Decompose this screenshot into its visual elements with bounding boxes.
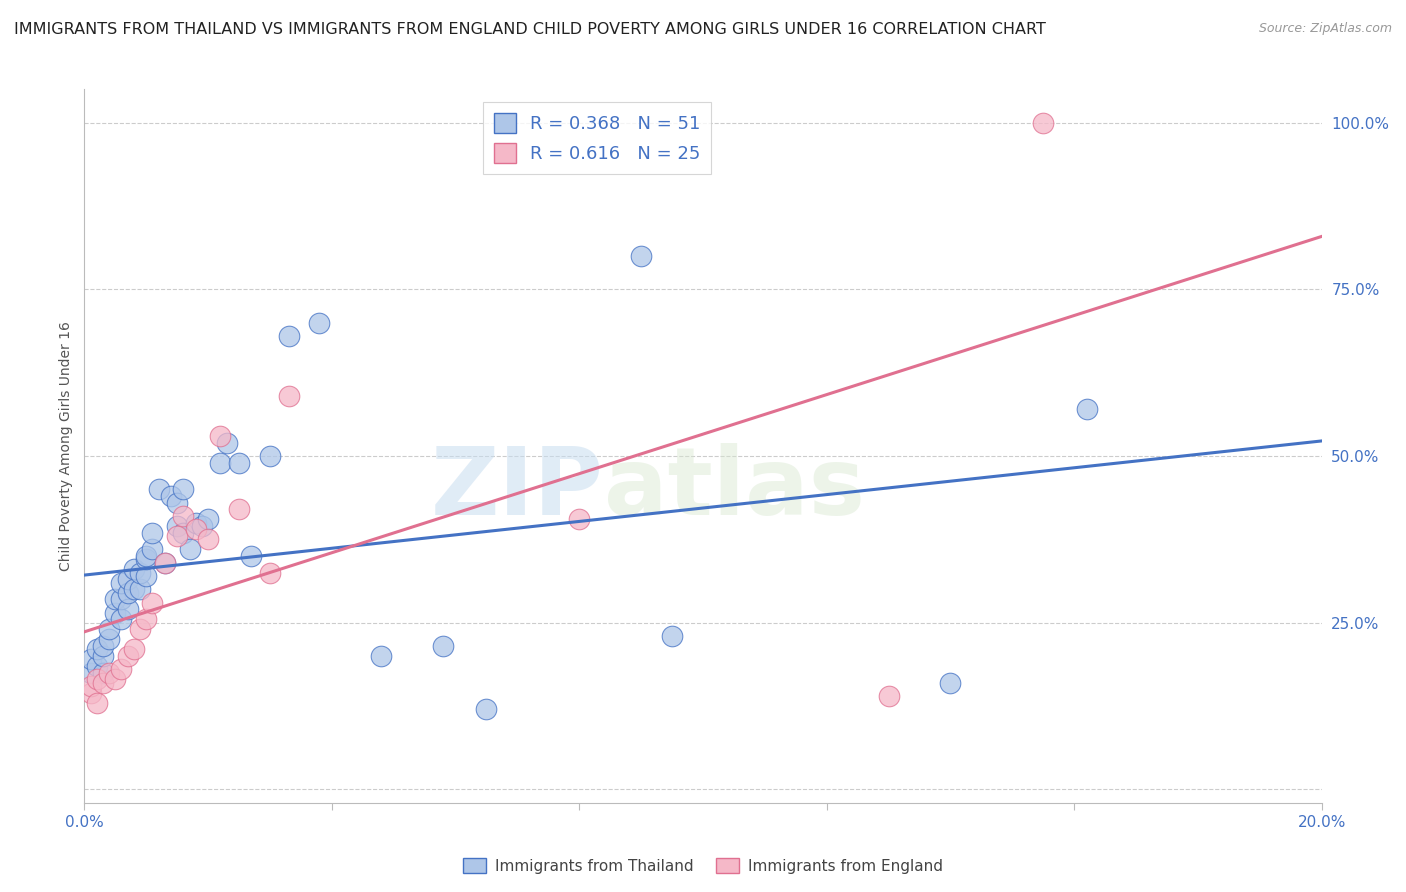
- Point: [135, 612, 157, 626]
- Point: [79, 679, 101, 693]
- Point: [110, 612, 132, 626]
- Point: [215, 435, 238, 450]
- Point: [166, 496, 188, 510]
- Point: [141, 542, 163, 557]
- Point: [308, 316, 330, 330]
- Point: [117, 649, 139, 664]
- Point: [197, 512, 219, 526]
- Point: [277, 389, 299, 403]
- Text: IMMIGRANTS FROM THAILAND VS IMMIGRANTS FROM ENGLAND CHILD POVERTY AMONG GIRLS UN: IMMIGRANTS FROM THAILAND VS IMMIGRANTS F…: [14, 22, 1046, 37]
- Point: [197, 533, 219, 547]
- Point: [122, 562, 145, 576]
- Point: [259, 566, 281, 580]
- Point: [172, 509, 194, 524]
- Point: [104, 606, 127, 620]
- Point: [86, 659, 108, 673]
- Point: [172, 483, 194, 497]
- Point: [166, 529, 188, 543]
- Text: ZIP: ZIP: [432, 442, 605, 535]
- Y-axis label: Child Poverty Among Girls Under 16: Child Poverty Among Girls Under 16: [59, 321, 73, 571]
- Point: [209, 456, 232, 470]
- Point: [877, 689, 900, 703]
- Point: [184, 516, 207, 530]
- Point: [209, 429, 232, 443]
- Point: [117, 602, 139, 616]
- Point: [661, 629, 683, 643]
- Point: [91, 639, 114, 653]
- Point: [79, 686, 101, 700]
- Point: [104, 592, 127, 607]
- Point: [240, 549, 263, 563]
- Text: atlas: atlas: [605, 442, 865, 535]
- Point: [135, 549, 157, 563]
- Point: [104, 673, 127, 687]
- Point: [475, 702, 498, 716]
- Point: [122, 582, 145, 597]
- Point: [117, 573, 139, 587]
- Legend: R = 0.368   N = 51, R = 0.616   N = 25: R = 0.368 N = 51, R = 0.616 N = 25: [484, 102, 711, 174]
- Point: [135, 569, 157, 583]
- Point: [98, 623, 121, 637]
- Point: [122, 642, 145, 657]
- Point: [259, 449, 281, 463]
- Point: [160, 489, 183, 503]
- Point: [148, 483, 170, 497]
- Point: [129, 582, 152, 597]
- Point: [939, 675, 962, 690]
- Point: [432, 639, 454, 653]
- Point: [98, 665, 121, 680]
- Point: [166, 519, 188, 533]
- Point: [110, 575, 132, 590]
- Point: [153, 556, 176, 570]
- Point: [110, 662, 132, 676]
- Point: [141, 596, 163, 610]
- Point: [86, 696, 108, 710]
- Point: [117, 585, 139, 599]
- Point: [1076, 402, 1098, 417]
- Point: [91, 649, 114, 664]
- Point: [277, 329, 299, 343]
- Point: [153, 556, 176, 570]
- Point: [86, 673, 108, 687]
- Point: [630, 249, 652, 263]
- Point: [98, 632, 121, 647]
- Point: [191, 519, 214, 533]
- Point: [228, 456, 250, 470]
- Point: [86, 642, 108, 657]
- Legend: Immigrants from Thailand, Immigrants from England: Immigrants from Thailand, Immigrants fro…: [457, 852, 949, 880]
- Point: [129, 623, 152, 637]
- Point: [370, 649, 392, 664]
- Point: [228, 502, 250, 516]
- Point: [79, 665, 101, 680]
- Point: [141, 525, 163, 540]
- Point: [135, 552, 157, 566]
- Point: [1032, 115, 1054, 129]
- Point: [172, 525, 194, 540]
- Point: [110, 592, 132, 607]
- Text: Source: ZipAtlas.com: Source: ZipAtlas.com: [1258, 22, 1392, 36]
- Point: [179, 542, 201, 557]
- Point: [129, 566, 152, 580]
- Point: [91, 675, 114, 690]
- Point: [91, 665, 114, 680]
- Point: [79, 652, 101, 666]
- Point: [568, 512, 591, 526]
- Point: [184, 522, 207, 536]
